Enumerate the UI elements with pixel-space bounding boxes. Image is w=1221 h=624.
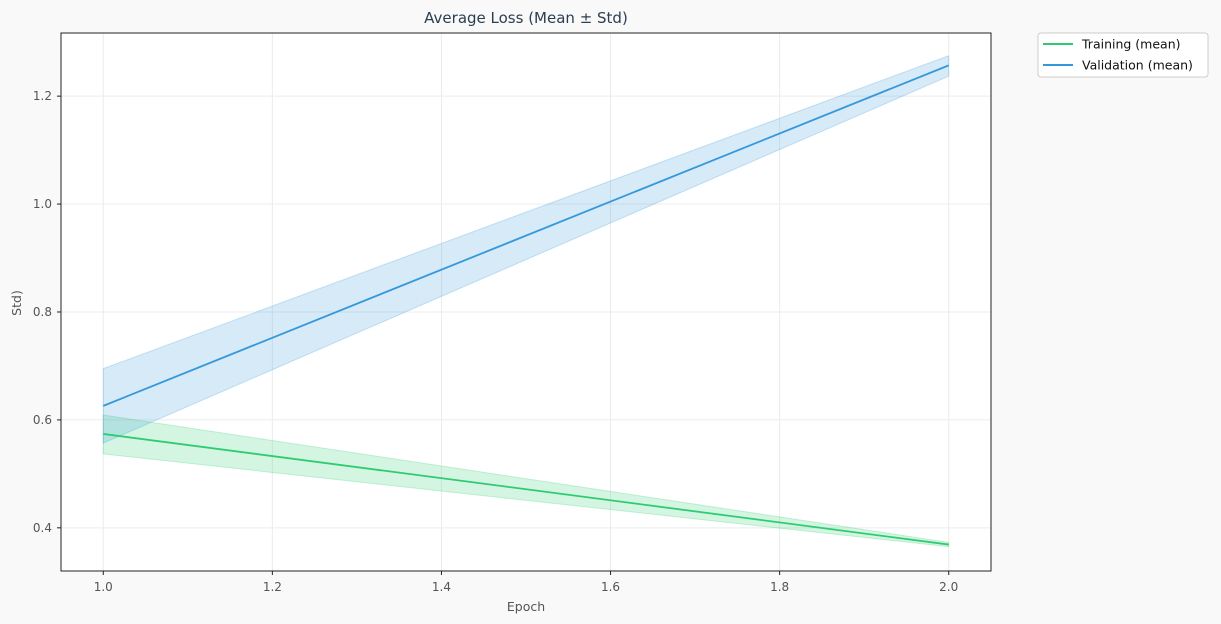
y-tick-label: 0.8 xyxy=(33,305,52,319)
validation-mean-line xyxy=(102,64,950,407)
x-axis-label: Epoch xyxy=(507,599,545,614)
y-axis-label: Std) xyxy=(9,290,24,316)
y-tick-label: 0.4 xyxy=(33,521,52,535)
y-tick-label: 1.0 xyxy=(33,197,52,211)
validation-std-band xyxy=(102,54,950,444)
x-tick-label: 1.2 xyxy=(263,580,282,594)
x-tick-label: 2.0 xyxy=(939,580,958,594)
training-std-band xyxy=(102,414,950,548)
plot-frame xyxy=(60,32,992,572)
chart-title: Average Loss (Mean ± Std) xyxy=(424,9,628,27)
legend: Training (mean) Validation (mean) xyxy=(1037,32,1209,78)
x-axis-ticks: 1.0 1.2 1.4 1.6 1.8 2.0 xyxy=(94,571,958,594)
std-bands xyxy=(102,54,950,548)
mean-lines xyxy=(102,64,950,546)
y-tick-label: 0.6 xyxy=(33,413,52,427)
y-axis-ticks: 0.4 0.6 0.8 1.0 1.2 xyxy=(33,89,61,535)
training-mean-line xyxy=(103,433,949,546)
grid xyxy=(61,33,991,571)
y-tick-label: 1.2 xyxy=(33,89,52,103)
x-tick-label: 1.6 xyxy=(601,580,620,594)
x-tick-label: 1.0 xyxy=(94,580,113,594)
x-tick-label: 1.4 xyxy=(432,580,451,594)
legend-label-training: Training (mean) xyxy=(1081,37,1181,52)
x-tick-label: 1.8 xyxy=(770,580,789,594)
plot-area xyxy=(61,33,991,571)
legend-box xyxy=(1037,32,1209,78)
legend-label-validation: Validation (mean) xyxy=(1082,58,1193,73)
